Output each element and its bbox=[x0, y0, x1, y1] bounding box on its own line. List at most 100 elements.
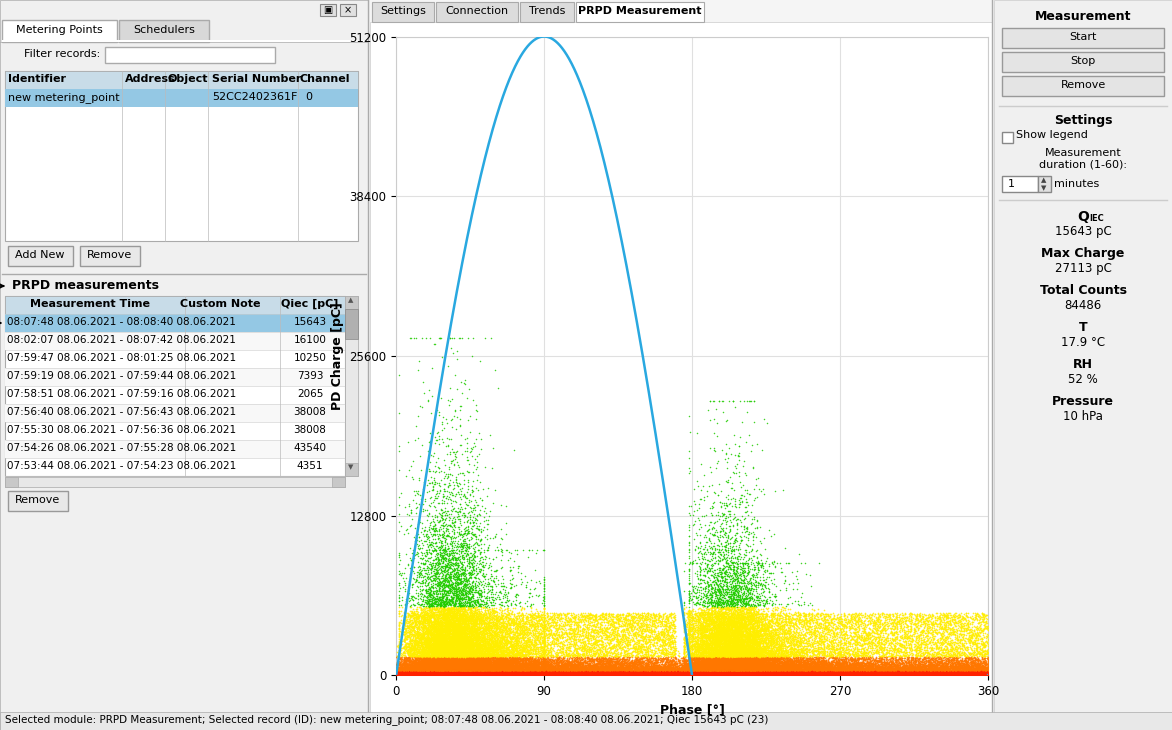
Point bbox=[747, 657, 765, 669]
Point bbox=[427, 658, 445, 669]
Point bbox=[423, 618, 442, 629]
Point bbox=[852, 661, 871, 672]
Point bbox=[437, 561, 456, 573]
Point bbox=[881, 666, 900, 677]
Point bbox=[437, 665, 456, 677]
Point bbox=[706, 635, 724, 647]
Point bbox=[511, 667, 530, 679]
Point bbox=[554, 666, 573, 678]
Point bbox=[452, 639, 471, 650]
Point bbox=[456, 644, 475, 656]
Point bbox=[796, 667, 815, 679]
Point bbox=[690, 493, 709, 504]
Point bbox=[849, 666, 867, 678]
Point bbox=[448, 626, 466, 638]
Point bbox=[422, 596, 441, 608]
Point bbox=[701, 639, 720, 651]
Point bbox=[539, 666, 558, 677]
Point bbox=[822, 614, 840, 626]
Point bbox=[436, 637, 455, 649]
Point bbox=[755, 600, 774, 612]
Point bbox=[839, 668, 858, 680]
Point bbox=[782, 664, 800, 675]
Point bbox=[470, 656, 489, 667]
Point bbox=[491, 654, 510, 666]
Point bbox=[868, 647, 887, 658]
Point bbox=[677, 628, 696, 639]
Point bbox=[977, 669, 996, 680]
Point bbox=[445, 651, 464, 663]
Point bbox=[440, 650, 458, 661]
Point bbox=[743, 651, 762, 663]
Point bbox=[846, 666, 865, 678]
Point bbox=[478, 611, 497, 623]
Point bbox=[495, 665, 513, 677]
Point bbox=[729, 663, 748, 675]
Point bbox=[691, 669, 710, 681]
Point bbox=[831, 666, 850, 678]
Point bbox=[458, 553, 477, 564]
Point bbox=[757, 656, 776, 667]
Point bbox=[793, 607, 812, 619]
Point bbox=[716, 669, 735, 680]
Point bbox=[709, 626, 728, 637]
Point bbox=[691, 658, 710, 670]
Point bbox=[752, 632, 771, 644]
Point bbox=[694, 591, 713, 602]
Point bbox=[472, 645, 491, 656]
Point bbox=[612, 626, 631, 638]
Point bbox=[847, 669, 866, 680]
Point bbox=[731, 561, 750, 572]
Point bbox=[730, 664, 749, 676]
Point bbox=[592, 653, 611, 665]
Point bbox=[415, 526, 434, 537]
Point bbox=[390, 663, 409, 675]
Point bbox=[449, 592, 468, 604]
Point bbox=[706, 661, 724, 672]
Point bbox=[432, 661, 451, 672]
Point bbox=[784, 661, 803, 673]
Point bbox=[757, 669, 776, 681]
Point bbox=[456, 666, 475, 678]
Point bbox=[921, 669, 940, 680]
Point bbox=[481, 669, 499, 681]
Point bbox=[458, 442, 477, 453]
Point bbox=[818, 669, 837, 681]
Point bbox=[578, 664, 597, 675]
Point bbox=[924, 667, 942, 679]
Point bbox=[499, 665, 518, 677]
Point bbox=[532, 597, 551, 609]
Point bbox=[702, 589, 721, 601]
Point bbox=[444, 657, 463, 669]
Point bbox=[865, 658, 884, 669]
Point bbox=[818, 641, 837, 653]
Point bbox=[800, 665, 819, 677]
Point bbox=[745, 648, 764, 659]
Point bbox=[857, 666, 875, 677]
Point bbox=[710, 639, 729, 651]
Point bbox=[587, 615, 606, 627]
Point bbox=[975, 664, 994, 675]
Point bbox=[485, 655, 504, 666]
Point bbox=[531, 637, 550, 648]
Point bbox=[523, 666, 541, 677]
Point bbox=[727, 593, 745, 605]
Point bbox=[499, 635, 518, 647]
Point bbox=[486, 625, 505, 637]
Point bbox=[695, 662, 714, 674]
Point bbox=[729, 641, 748, 653]
Point bbox=[690, 587, 709, 599]
Point bbox=[714, 631, 732, 643]
Point bbox=[742, 666, 761, 677]
Point bbox=[563, 669, 581, 681]
Point bbox=[531, 661, 550, 672]
Point bbox=[525, 612, 544, 623]
Point bbox=[424, 666, 443, 677]
Point bbox=[604, 661, 622, 673]
Point bbox=[388, 663, 407, 675]
Point bbox=[708, 653, 727, 665]
Point bbox=[699, 660, 717, 672]
Point bbox=[864, 647, 883, 658]
Point bbox=[475, 615, 493, 627]
Point bbox=[939, 662, 958, 674]
